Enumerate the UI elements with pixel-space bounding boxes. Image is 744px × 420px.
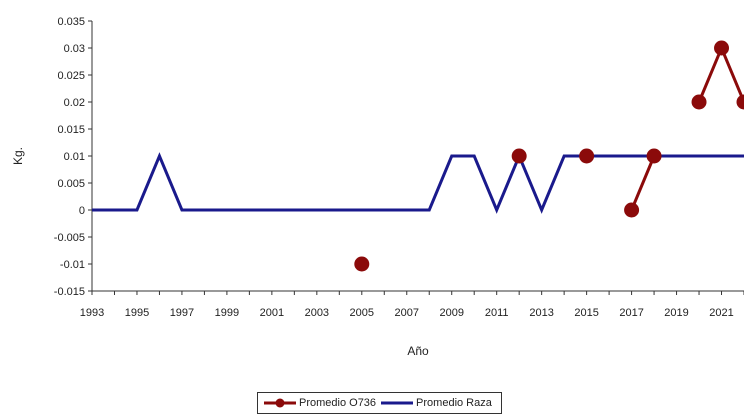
x-tick-label: 2013 xyxy=(529,307,553,319)
x-tick-label: 2021 xyxy=(709,307,733,319)
x-tick-label: 2019 xyxy=(664,307,688,319)
x-tick-label: 2011 xyxy=(485,307,509,319)
x-tick-label: 2001 xyxy=(260,307,284,319)
series-layer xyxy=(92,40,744,272)
data-point xyxy=(714,40,730,56)
data-point xyxy=(579,148,595,164)
series-promedio-o736 xyxy=(354,40,744,272)
x-tick-label: 2009 xyxy=(439,307,463,319)
series-line-promedio-raza xyxy=(92,152,744,214)
y-tick-label: 0.02 xyxy=(64,97,85,109)
y-tick-label: -0.01 xyxy=(60,259,85,271)
x-tick-label: 1999 xyxy=(215,307,239,319)
data-point xyxy=(354,256,370,272)
y-axis-title: Kg. xyxy=(11,147,25,165)
data-point xyxy=(691,94,707,110)
legend-label-promedio-o736: Promedio O736 xyxy=(299,397,377,409)
y-axis: -0.015 -0.01 -0.005 0 0.005 0.01 0.015 0.02 0.02… xyxy=(54,16,92,298)
y-tick-label: 0.03 xyxy=(64,43,85,55)
y-tick-label: 0.01 xyxy=(64,151,85,163)
data-point xyxy=(511,148,527,164)
y-tick-label: -0.015 xyxy=(54,286,85,298)
y-tick-label: 0.005 xyxy=(57,178,85,190)
y-tick-label: -0.005 xyxy=(54,232,85,244)
y-tick-label: 0 xyxy=(79,205,85,217)
x-tick-label: 1997 xyxy=(170,307,194,319)
x-tick-label: 2005 xyxy=(350,307,374,319)
series-promedio-raza xyxy=(92,152,744,214)
x-tick-label: 2003 xyxy=(305,307,329,319)
legend: Promedio O736 Promedio Raza xyxy=(257,392,502,414)
legend-label-promedio-raza: Promedio Raza xyxy=(416,397,492,409)
legend-swatch-promedio-o736 xyxy=(264,398,296,408)
x-axis-title: Año xyxy=(407,344,429,358)
legend-entry-promedio-raza: Promedio Raza xyxy=(380,397,492,409)
y-tick-label: 0.035 xyxy=(57,16,85,28)
series-line-promedio-o736 xyxy=(630,44,744,211)
x-tick-label: 2017 xyxy=(619,307,643,319)
x-tick-label: 2007 xyxy=(395,307,419,319)
x-tick-label: 2015 xyxy=(574,307,598,319)
x-tick-label: 1993 xyxy=(80,307,104,319)
x-tick-label: 1995 xyxy=(125,307,149,319)
y-tick-label: 0.015 xyxy=(57,124,85,136)
data-point xyxy=(736,94,744,110)
y-tick-label: 0.025 xyxy=(57,70,85,82)
legend-swatch-promedio-raza xyxy=(381,401,414,405)
data-point xyxy=(624,202,640,218)
x-axis: 1993 1995 1997 1999 2001 2003 2005 2007 2009 2011… xyxy=(80,291,744,319)
legend-entry-promedio-o736: Promedio O736 xyxy=(263,397,376,409)
data-point xyxy=(646,148,662,164)
